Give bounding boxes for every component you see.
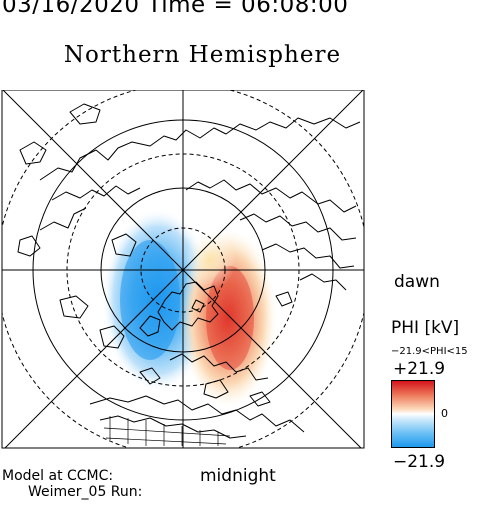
midnight-label: midnight: [200, 466, 276, 486]
colorbar-zero-label: 0: [441, 407, 448, 420]
colorbar-range: −21.9<PHI<15: [391, 346, 468, 357]
state-borders: [103, 416, 231, 446]
colorbar-max-label: +21.9: [393, 359, 446, 379]
map-frame: [1, 90, 365, 449]
polar-potential-map: [1, 90, 365, 449]
model-credit-line2: Weimer_05 Run:: [28, 484, 143, 500]
colorbar-title: PHI [kV]: [391, 318, 460, 338]
hemisphere-title: Northern Hemisphere: [63, 42, 342, 68]
local-time-meridians: [2, 90, 364, 448]
dawn-label: dawn: [394, 272, 440, 292]
coastlines: [17, 103, 361, 439]
model-credit-line1: Model at CCMC:: [2, 468, 114, 484]
colorbar: [391, 380, 435, 448]
colorbar-min-label: −21.9: [393, 452, 446, 472]
date-time-header: 03/16/2020 Time = 06:08:00: [2, 0, 349, 18]
